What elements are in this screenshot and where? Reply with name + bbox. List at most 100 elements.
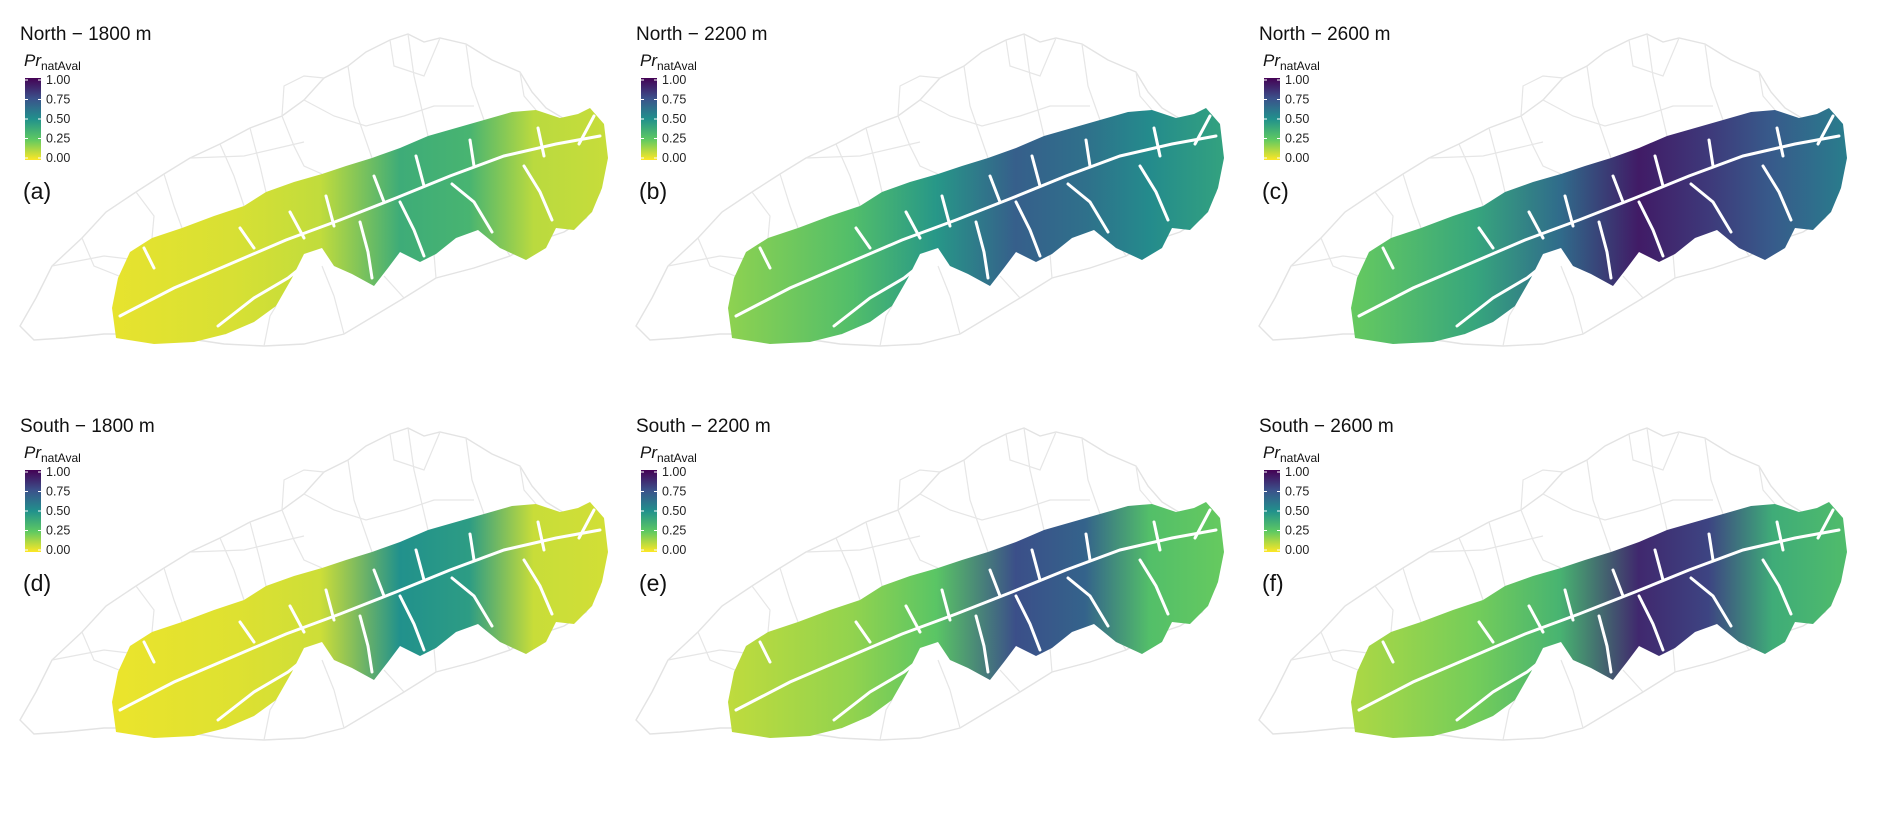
region-boundary: [1081, 43, 1101, 121]
valley-gap: [414, 548, 426, 582]
region-boundary: [1520, 75, 1564, 117]
legend-colorbar: [641, 78, 657, 160]
map-area: [635, 33, 1224, 347]
region-boundary: [1320, 237, 1364, 279]
valley-gap: [758, 246, 772, 270]
valley-gap: [142, 640, 156, 664]
panel-title: South − 2200 m: [636, 416, 771, 437]
legend-tick-label: 0.00: [46, 543, 70, 557]
panel-label: (b): [639, 178, 667, 204]
region-boundary: [281, 509, 323, 569]
region-boundary: [163, 567, 183, 623]
region-boundary: [1402, 567, 1422, 623]
valley-gap: [1761, 558, 1793, 616]
legend-tick-label: 0.00: [46, 151, 70, 165]
region-boundary: [1502, 305, 1516, 347]
valley-gap: [758, 640, 772, 664]
valley-gap: [1563, 588, 1575, 622]
region-boundary: [1560, 265, 1584, 335]
region-boundary: [383, 275, 405, 299]
region-boundary: [937, 265, 961, 335]
region-boundary: [383, 669, 405, 693]
valley-gap: [1066, 182, 1110, 234]
valley-gap: [238, 620, 256, 644]
legend-colorbar: [641, 470, 657, 552]
legend-tick-label: 1.00: [662, 73, 686, 87]
panel-label: (c): [1262, 178, 1289, 204]
valley-gap: [577, 508, 596, 540]
region-boundary: [281, 115, 323, 175]
legend-title-base: Pr: [1263, 51, 1281, 70]
legend-colorbar: [25, 470, 41, 552]
legend-tick-label: 0.50: [662, 112, 686, 126]
legend-title-base: Pr: [640, 443, 658, 462]
valley-gap: [522, 558, 554, 616]
country-outline: [19, 427, 603, 741]
region-boundary: [1458, 537, 1484, 601]
region-boundary: [321, 265, 345, 335]
valley-gap: [324, 194, 336, 228]
panel-title: North − 2200 m: [636, 24, 768, 45]
legend-tick-label: 0.50: [1285, 112, 1309, 126]
valley-gap: [1477, 620, 1495, 644]
region-boundary: [1520, 115, 1562, 175]
valley-gap: [1193, 114, 1212, 146]
valley-gap: [988, 174, 1002, 204]
legend-title: PrnatAval: [1263, 51, 1320, 73]
region-boundary: [1622, 669, 1644, 693]
region-boundary: [1005, 37, 1057, 77]
region-boundary: [865, 127, 883, 193]
valley-gap: [118, 134, 602, 318]
valley-gap: [1357, 528, 1841, 712]
panel-title: North − 2600 m: [1259, 24, 1391, 45]
legend-title-sub: natAval: [41, 59, 81, 73]
region-boundary: [519, 465, 537, 505]
region-boundary: [281, 75, 325, 117]
legend-title-base: Pr: [24, 443, 42, 462]
legend-title: PrnatAval: [640, 443, 697, 465]
region-boundary: [1628, 37, 1680, 77]
valley-gap: [1761, 164, 1793, 222]
legend-title-base: Pr: [640, 51, 658, 70]
valley-gap: [1152, 126, 1162, 158]
region-boundary: [999, 275, 1021, 299]
region-boundary: [1458, 143, 1484, 207]
legend-tick-label: 0.50: [46, 112, 70, 126]
region-boundary: [697, 237, 741, 279]
valley-gap: [398, 200, 426, 258]
region-boundary: [1402, 173, 1422, 229]
region-boundary: [963, 65, 989, 159]
legend-tick-label: 0.25: [662, 524, 686, 538]
valley-gap: [1381, 640, 1395, 664]
valley-gap: [734, 134, 1218, 318]
region-boundary: [249, 127, 267, 193]
region-boundary: [919, 99, 1090, 127]
valley-gap: [940, 194, 952, 228]
legend-tick-label: 0.50: [1285, 504, 1309, 518]
valley-gap: [1084, 532, 1092, 562]
region-boundary: [751, 191, 771, 239]
map-area: [19, 33, 608, 347]
country-outline: [635, 427, 1219, 741]
region-boundary: [263, 699, 277, 741]
region-boundary: [347, 459, 373, 553]
region-boundary: [1023, 427, 1045, 531]
valley-gap: [854, 226, 872, 250]
legend-tick-label: 0.00: [662, 151, 686, 165]
valley-gap: [358, 220, 374, 280]
country-outline: [1258, 427, 1842, 741]
region-boundary: [1428, 535, 1544, 553]
valley-gap: [1637, 594, 1665, 652]
region-boundary: [1023, 33, 1045, 137]
legend-tick-label: 0.75: [1285, 93, 1309, 107]
region-boundary: [433, 253, 437, 279]
valley-gap: [1527, 604, 1545, 634]
region-boundary: [1586, 459, 1612, 553]
